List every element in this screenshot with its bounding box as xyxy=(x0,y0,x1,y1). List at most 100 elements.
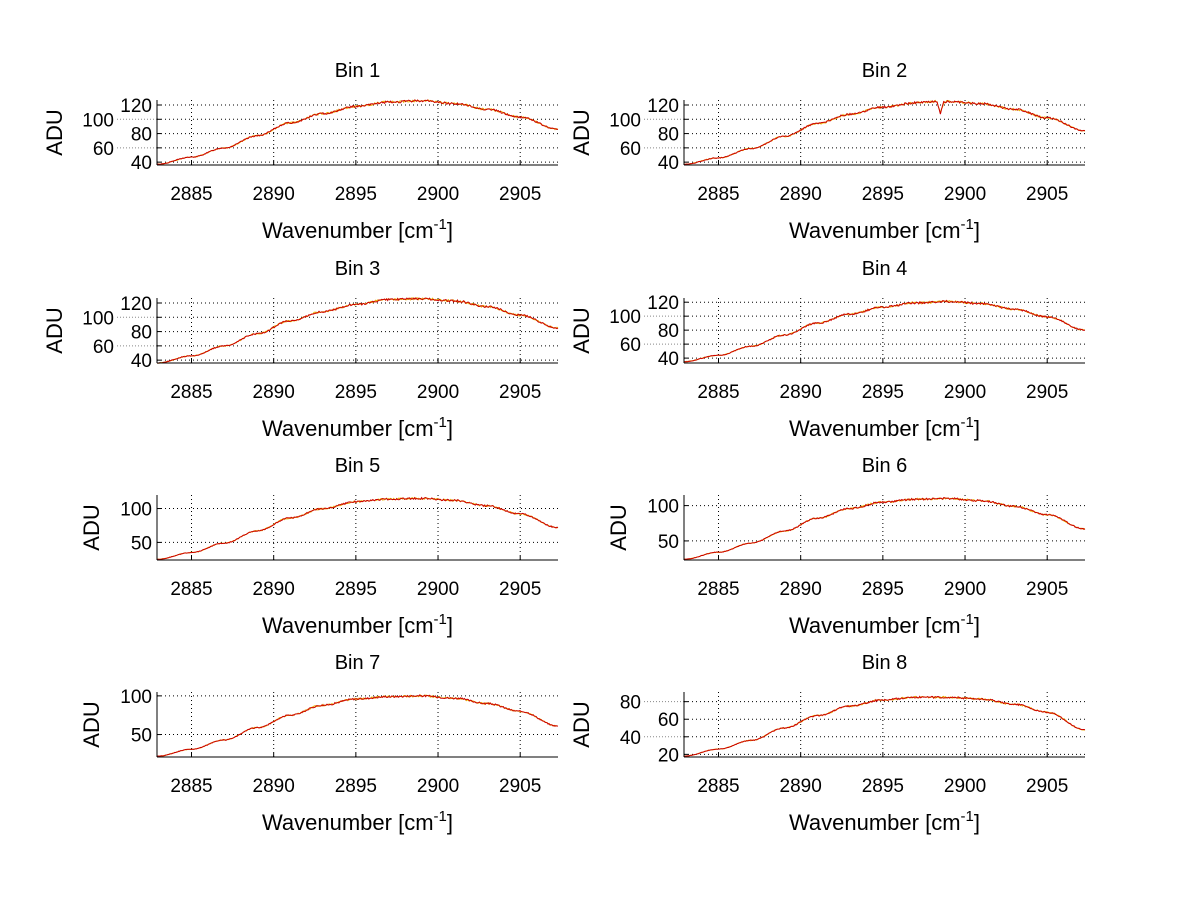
x-axis-label-text: Wavenumber [cm xyxy=(262,810,434,835)
y-tick-label: 80 xyxy=(620,693,641,714)
x-axis-label-end: ] xyxy=(447,416,453,441)
x-tick-label: 2900 xyxy=(417,776,459,797)
x-axis-label: Wavenumber [cm-1] xyxy=(262,611,453,638)
x-tick-label: 2890 xyxy=(253,579,295,600)
x-axis-label: Wavenumber [cm-1] xyxy=(789,414,980,441)
subplot-bin-6: 2885 2890 2895 2900 2905 50 100 Bin 6 ADU Wavenum… xyxy=(606,455,1086,638)
subplot-bin-1: 2885 2890 2895 2900 2905 40 60 80 100 120 Bin 1 ADU… xyxy=(42,60,559,243)
y-tick-label: 80 xyxy=(131,125,152,146)
subplot-title: Bin 6 xyxy=(862,455,908,477)
x-tick-label: 2895 xyxy=(862,382,904,403)
x-axis-label: Wavenumber [cm-1] xyxy=(789,216,980,243)
x-tick-label: 2885 xyxy=(697,579,739,600)
series-line-secondary xyxy=(157,99,559,165)
x-tick-label: 2895 xyxy=(862,776,904,797)
series-line-secondary xyxy=(684,497,1086,560)
x-tick-label: 2905 xyxy=(1026,184,1068,205)
y-tick-label: 40 xyxy=(658,153,679,174)
x-axis-label-superscript: -1 xyxy=(961,611,974,628)
subplot-title: Bin 3 xyxy=(335,258,381,280)
x-tick-label: 2900 xyxy=(944,776,986,797)
y-axis-label: ADU xyxy=(606,504,631,550)
x-tick-label: 2905 xyxy=(1026,579,1068,600)
x-tick-label: 2890 xyxy=(780,382,822,403)
y-tick-label: 80 xyxy=(658,125,679,146)
subplot-bin-5: 2885 2890 2895 2900 2905 50 100 Bin 5 ADU Wavenum… xyxy=(79,455,559,638)
y-tick-label: 20 xyxy=(658,745,679,766)
x-tick-label: 2890 xyxy=(253,776,295,797)
x-axis-label-end: ] xyxy=(447,810,453,835)
x-axis-label: Wavenumber [cm-1] xyxy=(789,611,980,638)
y-tick-label: 50 xyxy=(658,532,679,553)
x-tick-label: 2885 xyxy=(697,776,739,797)
y-tick-label: 40 xyxy=(131,351,152,372)
x-tick-label: 2885 xyxy=(170,382,212,403)
x-tick-label: 2895 xyxy=(335,382,377,403)
x-tick-label: 2885 xyxy=(170,776,212,797)
x-axis-label-text: Wavenumber [cm xyxy=(789,810,961,835)
y-tick-label: 60 xyxy=(93,337,114,358)
x-tick-label: 2900 xyxy=(417,382,459,403)
y-tick-label: 100 xyxy=(609,307,641,328)
y-tick-label: 50 xyxy=(131,726,152,747)
subplot-bin-2: 2885 2890 2895 2900 2905 40 60 80 100 120 Bin 2 ADU… xyxy=(569,60,1086,243)
y-tick-label: 100 xyxy=(82,308,114,329)
x-tick-label: 2900 xyxy=(417,184,459,205)
series-line xyxy=(684,299,1086,363)
subplot-title: Bin 4 xyxy=(862,258,908,280)
y-tick-label: 100 xyxy=(647,497,679,518)
x-axis-label: Wavenumber [cm-1] xyxy=(262,414,453,441)
y-tick-label: 120 xyxy=(647,96,679,117)
x-tick-label: 2895 xyxy=(862,184,904,205)
x-axis-label-text: Wavenumber [cm xyxy=(789,218,961,243)
x-tick-label: 2905 xyxy=(499,579,541,600)
x-tick-label: 2900 xyxy=(944,184,986,205)
subplot-title: Bin 8 xyxy=(862,652,908,674)
x-axis-label-superscript: -1 xyxy=(434,216,447,233)
x-tick-label: 2900 xyxy=(417,579,459,600)
y-tick-label: 100 xyxy=(120,500,152,521)
y-tick-label: 60 xyxy=(93,139,114,160)
y-tick-label: 60 xyxy=(620,335,641,356)
x-tick-label: 2905 xyxy=(1026,776,1068,797)
x-tick-label: 2895 xyxy=(862,579,904,600)
x-axis-label-end: ] xyxy=(974,613,980,638)
series-line xyxy=(683,99,1086,166)
y-axis-label: ADU xyxy=(79,504,104,550)
x-axis-label-end: ] xyxy=(974,218,980,243)
x-axis-label-text: Wavenumber [cm xyxy=(789,416,961,441)
x-axis-label: Wavenumber [cm-1] xyxy=(262,808,453,835)
x-tick-label: 2890 xyxy=(780,776,822,797)
x-tick-label: 2905 xyxy=(499,382,541,403)
x-tick-label: 2900 xyxy=(944,579,986,600)
y-tick-label: 60 xyxy=(658,710,679,731)
series-line xyxy=(683,695,1086,757)
y-tick-label: 120 xyxy=(120,294,152,315)
x-tick-label: 2885 xyxy=(170,579,212,600)
y-tick-label: 80 xyxy=(131,323,152,344)
x-axis-label-text: Wavenumber [cm xyxy=(789,613,961,638)
subplot-title: Bin 1 xyxy=(335,60,381,82)
subplot-bin-8: 2885 2890 2895 2900 2905 20 40 60 80 Bin 8 ADU Wave… xyxy=(569,652,1086,835)
series-line xyxy=(683,497,1086,560)
y-tick-label: 40 xyxy=(620,728,641,749)
y-tick-label: 40 xyxy=(131,153,152,174)
subplot-bin-7: 2885 2890 2895 2900 2905 50 100 Bin 7 ADU Wavenum… xyxy=(79,652,559,835)
y-tick-label: 100 xyxy=(120,687,152,708)
x-tick-label: 2895 xyxy=(335,579,377,600)
subplot-title: Bin 2 xyxy=(862,60,908,82)
x-axis-label-text: Wavenumber [cm xyxy=(262,218,434,243)
x-tick-label: 2885 xyxy=(170,184,212,205)
x-axis-label-text: Wavenumber [cm xyxy=(262,613,434,638)
x-axis-label: Wavenumber [cm-1] xyxy=(262,216,453,243)
y-tick-label: 100 xyxy=(609,110,641,131)
x-axis-label-text: Wavenumber [cm xyxy=(262,416,434,441)
x-tick-label: 2885 xyxy=(697,382,739,403)
x-axis-label: Wavenumber [cm-1] xyxy=(789,808,980,835)
series-line xyxy=(156,99,559,166)
x-axis-label-end: ] xyxy=(447,218,453,243)
y-axis-label: ADU xyxy=(569,109,594,155)
y-tick-label: 40 xyxy=(658,349,679,370)
x-axis-label-superscript: -1 xyxy=(961,808,974,825)
